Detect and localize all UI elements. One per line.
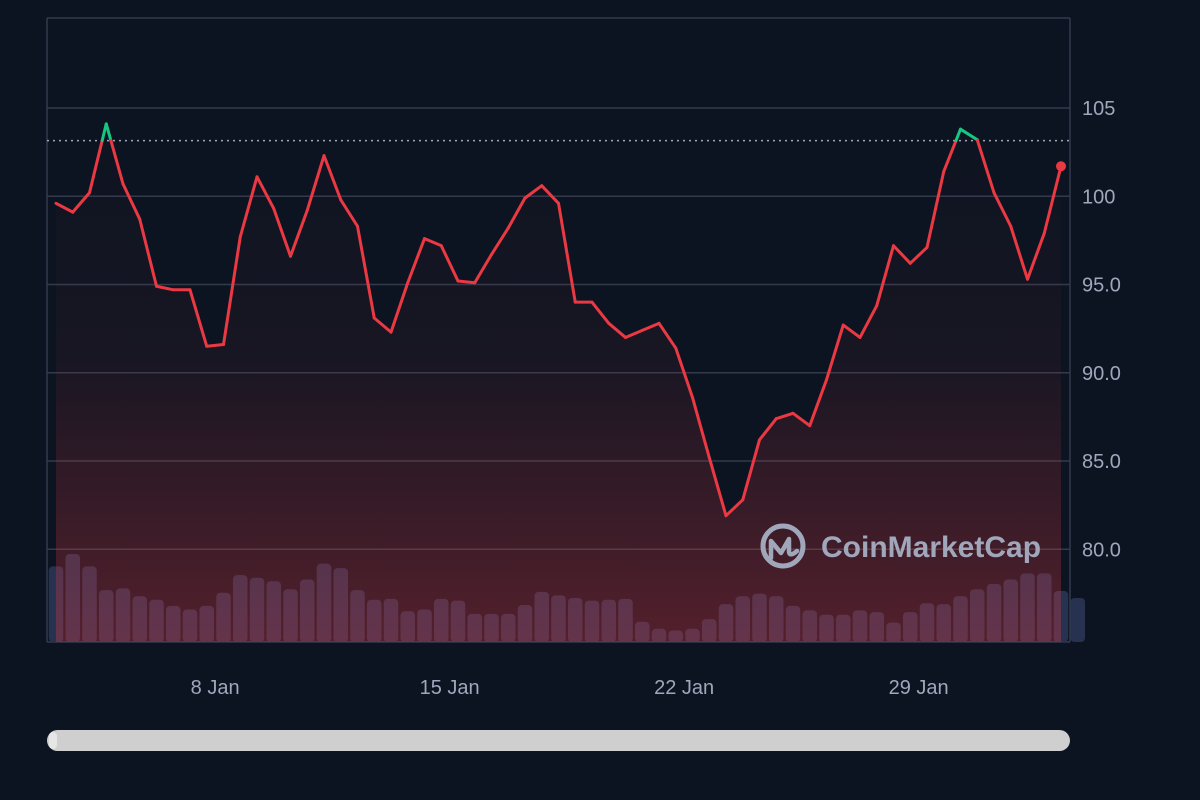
price-segment <box>88 139 104 195</box>
price-segment <box>908 245 929 265</box>
price-segment <box>205 343 225 348</box>
price-segment <box>791 411 812 428</box>
price-segment <box>607 321 627 339</box>
y-tick-label: 85.0 <box>1082 451 1121 473</box>
y-tick-label: 105 <box>1082 98 1115 120</box>
y-tick-label: 95.0 <box>1082 275 1121 297</box>
x-tick-label: 22 Jan <box>654 677 714 699</box>
price-segment <box>71 191 91 214</box>
price-segment <box>640 321 661 332</box>
coinmarketcap-logo-icon <box>760 523 806 569</box>
x-tick-label: 15 Jan <box>420 677 480 699</box>
coinmarketcap-watermark: CoinMarketCap <box>760 523 1041 569</box>
price-segment <box>423 237 443 248</box>
y-tick-label: 80.0 <box>1082 539 1121 561</box>
price-segment <box>707 455 728 518</box>
price-segment <box>1026 231 1046 281</box>
price-segment <box>439 244 460 283</box>
price-segment <box>741 438 761 502</box>
price-segment <box>557 201 577 304</box>
x-tick-label: 8 Jan <box>191 677 240 699</box>
price-segment <box>121 182 142 221</box>
price-segment <box>976 139 996 195</box>
price-segment <box>138 217 158 288</box>
price-area <box>56 123 1061 642</box>
price-segment <box>188 288 209 348</box>
price-segment <box>808 378 828 428</box>
price-segment <box>372 316 393 334</box>
last-price-point <box>1056 161 1066 172</box>
price-segment <box>339 198 359 228</box>
price-segment <box>255 175 276 211</box>
price-segment <box>523 184 544 200</box>
x-axis: 8 Jan 15 Jan 22 Jan 29 Jan <box>191 677 949 699</box>
price-segment <box>875 244 895 308</box>
price-segment <box>490 226 510 256</box>
y-tick-label: 100 <box>1082 186 1115 208</box>
price-segment <box>992 191 1013 228</box>
price-segment <box>841 323 862 339</box>
x-tick-label: 29 Jan <box>889 677 949 699</box>
price-segment <box>473 252 493 285</box>
price-segment <box>272 207 292 258</box>
scrollbar-handle[interactable] <box>49 732 57 749</box>
price-segment <box>858 304 879 339</box>
price-segment <box>406 237 426 285</box>
price-segment <box>825 323 845 382</box>
price-segment <box>155 284 175 292</box>
price-segment <box>109 139 125 186</box>
price-segment <box>540 184 560 205</box>
price-segment <box>54 201 75 214</box>
price-segment <box>506 196 527 230</box>
price-segment <box>774 411 795 421</box>
price-segment <box>322 154 343 202</box>
price-segment <box>959 127 979 142</box>
y-tick-label: 90.0 <box>1082 363 1121 385</box>
price-segment <box>1042 164 1063 235</box>
price-segment <box>691 395 711 459</box>
price-segment <box>305 154 326 212</box>
price-segment <box>590 300 611 325</box>
price-segment <box>925 170 946 249</box>
y-axis: 80.0 85.0 90.0 95.0 100 105 <box>1082 98 1121 561</box>
price-segment <box>356 224 376 320</box>
price-segment <box>892 244 912 265</box>
price-segment <box>104 122 113 143</box>
price-segment <box>289 208 309 258</box>
price-segment <box>674 346 694 399</box>
price-segment <box>724 498 745 518</box>
time-range-scrollbar[interactable] <box>47 730 1070 751</box>
price-segment <box>954 127 962 143</box>
price-segment <box>942 139 958 174</box>
price-segment <box>1009 224 1029 281</box>
price-area-fill <box>56 123 1061 642</box>
brand-name: CoinMarketCap <box>821 531 1041 564</box>
price-segment <box>657 321 678 350</box>
price-segment <box>758 417 778 442</box>
price-segment <box>456 279 477 285</box>
price-segment <box>624 328 644 339</box>
price-segment <box>238 175 259 239</box>
price-segment <box>389 281 410 334</box>
volume-bar <box>1070 598 1085 642</box>
price-segment <box>222 235 242 347</box>
price-line <box>54 122 1066 518</box>
